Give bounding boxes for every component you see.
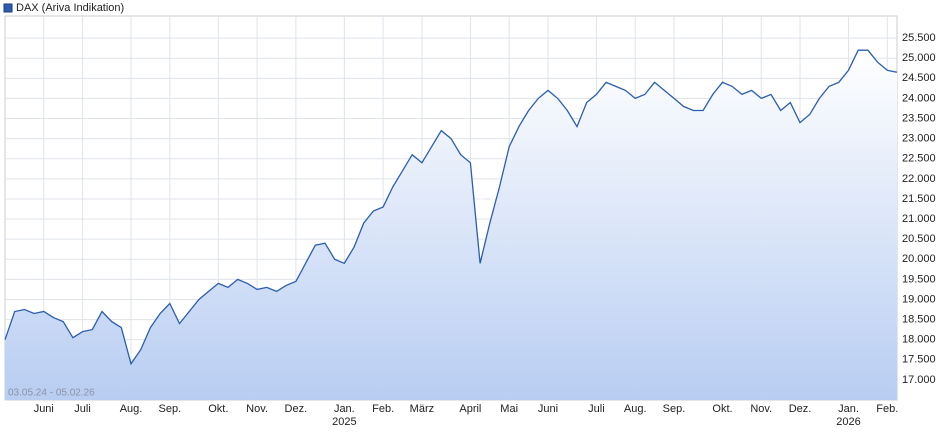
x-tick-label: Juli	[74, 403, 91, 415]
y-tick-label: 24.000	[902, 92, 936, 104]
x-tick-label: Juli	[588, 403, 605, 415]
x-tick-label: März	[410, 403, 434, 415]
x-tick-label: Sep.	[159, 403, 182, 415]
y-tick-label: 23.000	[902, 133, 936, 145]
area	[5, 50, 897, 400]
y-tick-label: 25.500	[902, 32, 936, 44]
y-tick-label: 21.000	[902, 213, 936, 225]
y-tick-label: 17.500	[902, 354, 936, 366]
legend-swatch	[3, 3, 13, 13]
x-tick-label: Juni	[538, 403, 558, 415]
y-tick-label: 21.500	[902, 193, 936, 205]
y-tick-label: 20.500	[902, 233, 936, 245]
y-tick-label: 18.000	[902, 334, 936, 346]
year-label: 2026	[836, 416, 860, 428]
x-tick-label: Dez.	[285, 403, 308, 415]
y-tick-label: 23.500	[902, 112, 936, 124]
x-tick-label: April	[459, 403, 481, 415]
x-tick-label: Feb.	[876, 403, 898, 415]
year-label: 2025	[332, 416, 356, 428]
x-tick-label: Dez.	[789, 403, 812, 415]
y-tick-label: 19.000	[902, 293, 936, 305]
x-tick-label: Aug.	[624, 403, 647, 415]
x-tick-label: Feb.	[372, 403, 394, 415]
y-tick-label: 22.000	[902, 173, 936, 185]
y-tick-label: 24.500	[902, 72, 936, 84]
x-tick-label: Mai	[500, 403, 518, 415]
line	[4, 49, 898, 366]
x-tick-label: Okt.	[208, 403, 228, 415]
y-tick-label: 19.500	[902, 273, 936, 285]
x-tick-label: Aug.	[120, 403, 143, 415]
date-range: 03.05.24 - 05.02.26	[8, 388, 95, 399]
x-tick-label: Okt.	[712, 403, 732, 415]
x-tick-label: Nov.	[246, 403, 268, 415]
y-tick-label: 17.000	[902, 374, 936, 386]
y-tick-label: 22.500	[902, 153, 936, 165]
y-tick-label: 25.000	[902, 52, 936, 64]
y-tick-label: 20.000	[902, 253, 936, 265]
x-tick-label: Sep.	[663, 403, 686, 415]
x-tick-label: Juni	[34, 403, 54, 415]
y-tick-label: 18.500	[902, 313, 936, 325]
legend-label: DAX (Ariva Indikation)	[16, 2, 124, 14]
x-tick-label: Jan.	[838, 403, 859, 415]
x-tick-label: Jan.	[334, 403, 355, 415]
x-tick-label: Nov.	[750, 403, 772, 415]
